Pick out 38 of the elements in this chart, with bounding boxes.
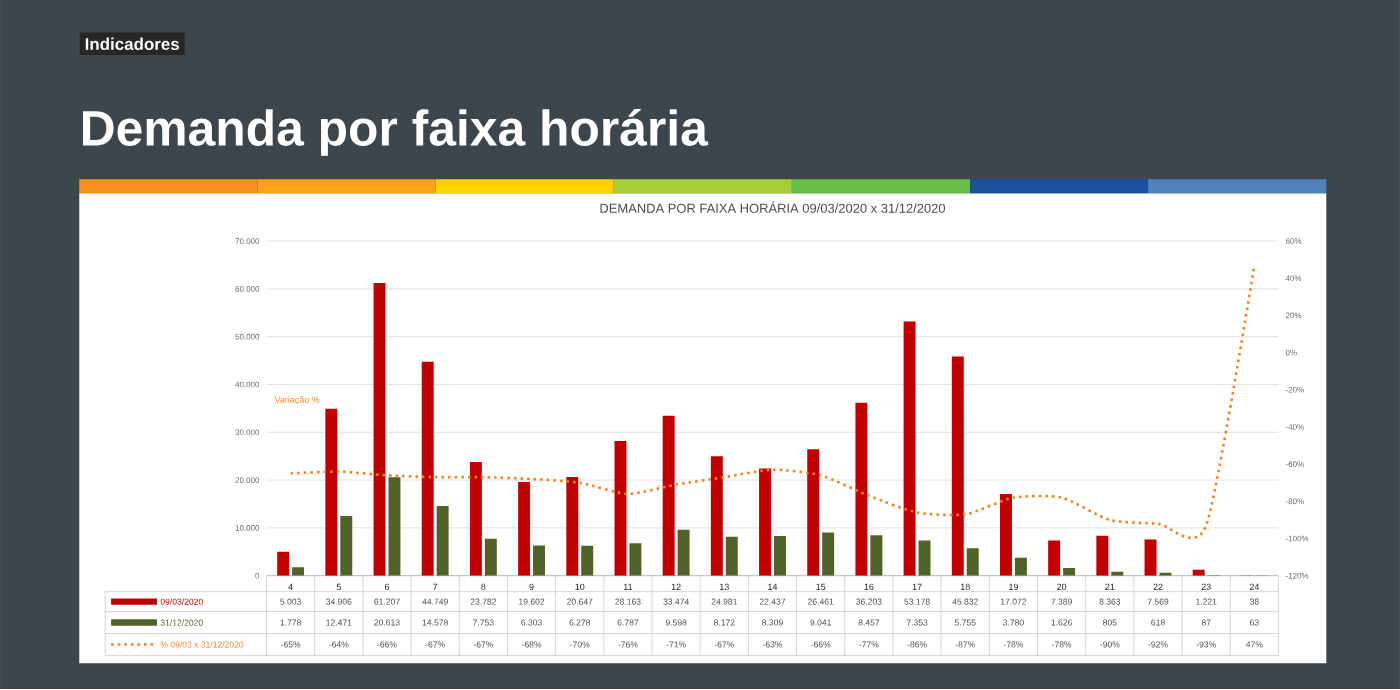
bar <box>484 539 497 577</box>
bar <box>966 548 979 577</box>
bar <box>581 546 594 577</box>
bar <box>725 537 738 577</box>
bar <box>662 416 675 577</box>
bar <box>903 321 916 577</box>
bar <box>614 441 627 577</box>
bar <box>629 543 642 577</box>
bar <box>870 535 883 577</box>
bar <box>421 362 434 577</box>
bar <box>325 409 338 577</box>
bar <box>277 552 290 577</box>
bar <box>469 462 482 577</box>
bar <box>855 403 868 577</box>
chart-title: Demanda por faixa horária <box>83 109 709 157</box>
bar <box>822 532 835 577</box>
bar <box>566 477 579 577</box>
bar <box>340 516 353 577</box>
bar <box>710 456 723 577</box>
bar <box>1014 558 1027 577</box>
bar <box>999 494 1012 577</box>
bar <box>677 530 690 577</box>
bar <box>533 545 545 577</box>
bar <box>951 356 964 577</box>
text: Indicadores <box>85 37 179 51</box>
bar <box>373 283 386 577</box>
bar <box>1096 536 1109 577</box>
bar <box>1048 540 1061 577</box>
bar <box>759 468 771 577</box>
bar <box>388 477 401 577</box>
bar <box>292 567 305 577</box>
bar <box>807 449 820 577</box>
bar <box>1063 568 1076 577</box>
bar <box>436 506 449 577</box>
bar <box>1144 539 1157 577</box>
bar <box>518 482 531 577</box>
bar <box>774 536 786 577</box>
bar <box>918 540 931 577</box>
